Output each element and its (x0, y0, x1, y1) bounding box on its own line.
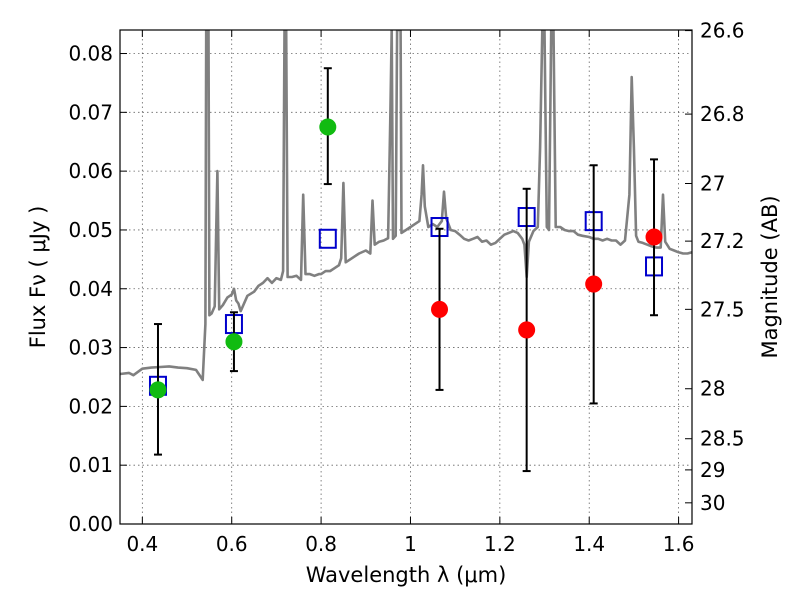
photometry-point (149, 381, 167, 399)
y2-tick-label: 29 (700, 458, 725, 482)
x-tick-label: 1.2 (484, 532, 516, 556)
y-tick-label: 0.07 (68, 100, 113, 124)
spectrum-layer (120, 30, 692, 382)
y2-tick-label: 28 (700, 377, 725, 401)
marker-layer (148, 67, 664, 473)
y2-tick-label: 30 (700, 491, 725, 515)
x-tick-label: 1 (404, 532, 417, 556)
photometry-point (431, 300, 449, 318)
plot-frame (119, 29, 693, 525)
photometry-point (319, 118, 337, 136)
x-tick-label: 1.4 (573, 532, 605, 556)
y-tick-label: 0.01 (68, 453, 113, 477)
y-tick-label: 0.08 (68, 42, 113, 66)
y2-tick-label: 26.6 (700, 19, 745, 43)
y-tick-label: 0.00 (68, 512, 113, 536)
x-tick-label: 1.6 (663, 532, 695, 556)
photometry-point (585, 275, 603, 293)
y2-tick-label: 27.2 (700, 229, 745, 253)
spectrum-line (120, 30, 692, 382)
y2-tick-label: 28.5 (700, 427, 745, 451)
photometry-point (518, 321, 536, 339)
y-tick-label: 0.03 (68, 336, 113, 360)
y-tick-label: 0.02 (68, 394, 113, 418)
model-square-point (318, 228, 337, 249)
x-axis-title: Wavelength λ (μm) (306, 563, 507, 587)
y2-tick-label: 26.8 (700, 102, 745, 126)
photometry-point (645, 228, 663, 246)
y-tick-label: 0.06 (68, 159, 113, 183)
y2-tick-label: 27.5 (700, 297, 745, 321)
y-tick-label: 0.05 (68, 218, 113, 242)
x-tick-label: 0.6 (216, 532, 248, 556)
photometry-point (225, 333, 243, 351)
tick-layer: 0.4 0.6 0.8 1 1.2 1.4 1.6 0.00 0.01 0.02 0.03 0.04 0… (68, 19, 744, 556)
y-axis-title: Flux Fν ( μJy ) (26, 206, 50, 349)
y-tick-label: 0.04 (68, 277, 113, 301)
x-tick-label: 0.4 (126, 532, 158, 556)
y2-tick-label: 27 (700, 171, 725, 195)
y2-axis-title: Magnitude (AB) (758, 195, 782, 358)
x-tick-label: 0.8 (305, 532, 337, 556)
